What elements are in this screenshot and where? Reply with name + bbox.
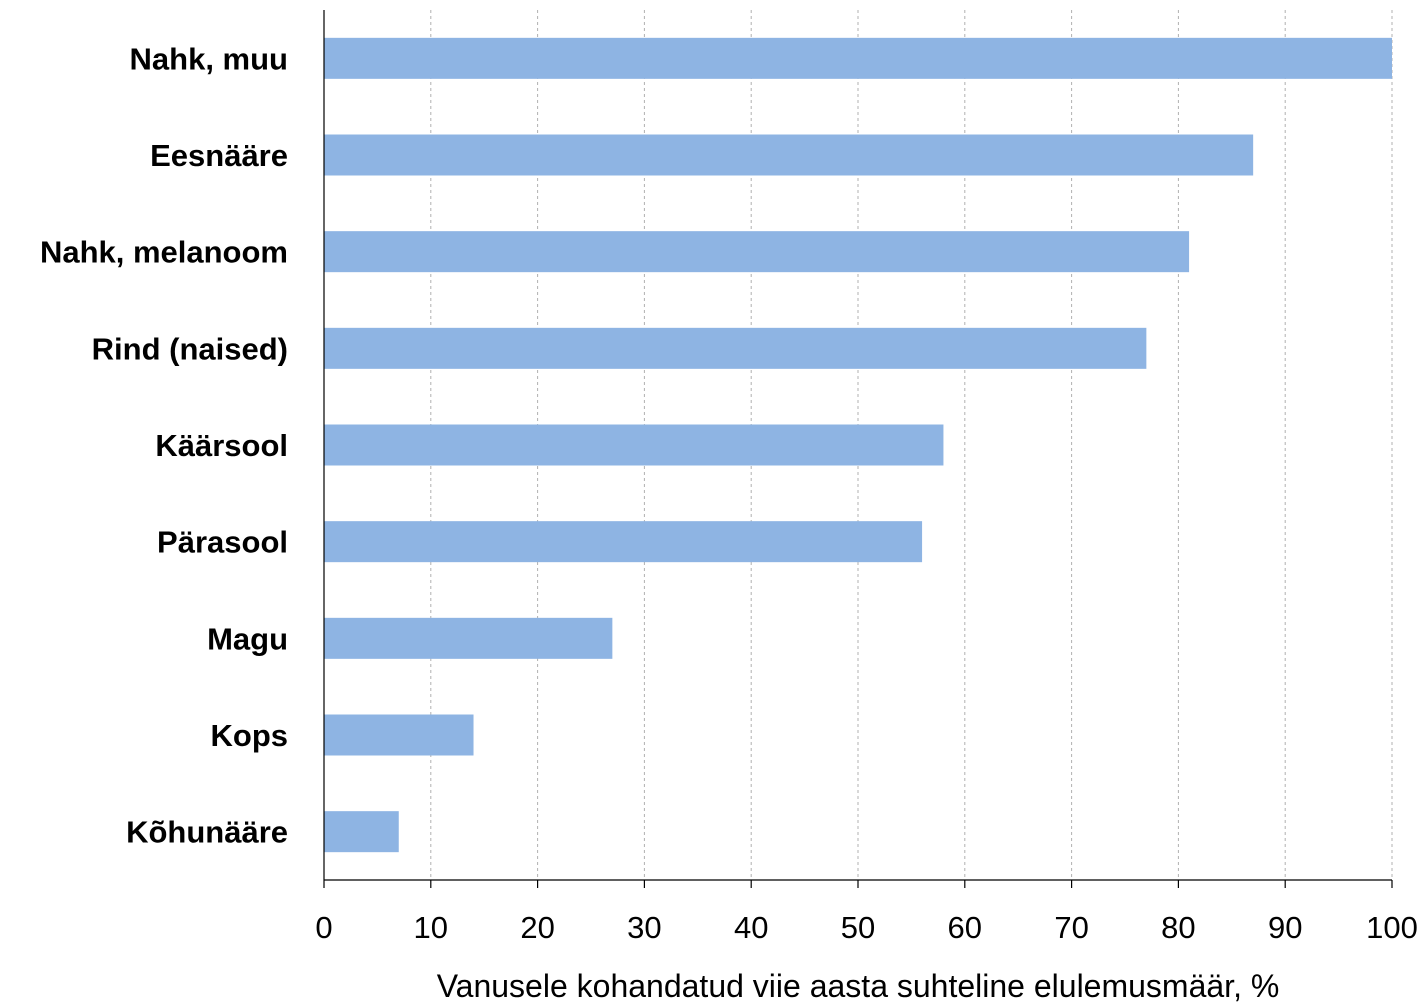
category-label: Nahk, muu xyxy=(130,41,288,76)
category-label: Magu xyxy=(207,621,288,656)
x-tick-label: 50 xyxy=(841,910,875,945)
bars xyxy=(324,37,1392,853)
x-tick-label: 30 xyxy=(627,910,661,945)
x-tick-label: 80 xyxy=(1161,910,1195,945)
bar xyxy=(324,134,1254,176)
bar xyxy=(324,37,1392,79)
x-tick-label: 40 xyxy=(734,910,768,945)
category-label: Kops xyxy=(211,718,289,753)
category-label: Rind (naised) xyxy=(92,331,288,366)
category-label: Pärasool xyxy=(157,525,288,560)
bar xyxy=(324,714,474,756)
bar xyxy=(324,617,613,659)
x-tick-label: 60 xyxy=(948,910,982,945)
category-label: Nahk, melanoom xyxy=(40,235,288,270)
category-label: Käärsool xyxy=(155,428,288,463)
x-tick-label: 100 xyxy=(1366,910,1418,945)
x-tick-label: 20 xyxy=(520,910,554,945)
bar xyxy=(324,811,399,853)
x-tick-label: 0 xyxy=(315,910,332,945)
bar xyxy=(324,521,923,563)
category-label: Eesnääre xyxy=(150,138,288,173)
x-axis-title: Vanusele kohandatud viie aasta suhteline… xyxy=(437,968,1280,1004)
x-tick-labels: 0 10 20 30 40 50 60 70 80 90 100 xyxy=(315,910,1417,945)
bar xyxy=(324,231,1190,273)
x-tick-label: 90 xyxy=(1268,910,1302,945)
bar xyxy=(324,424,944,466)
x-tick-label: 70 xyxy=(1054,910,1088,945)
category-labels: Nahk, muu Eesnääre Nahk, melanoom Rind (nai… xyxy=(40,41,288,849)
category-label: Kõhunääre xyxy=(126,815,288,850)
x-tick-label: 10 xyxy=(414,910,448,945)
axes xyxy=(323,10,1393,888)
bar xyxy=(324,327,1147,369)
